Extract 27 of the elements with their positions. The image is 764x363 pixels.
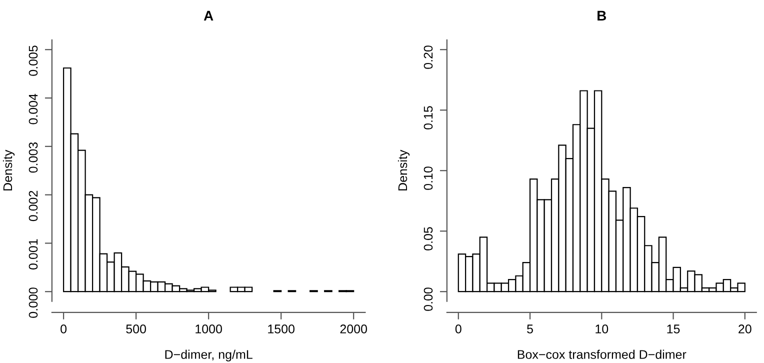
y-tick-label: 0.05 <box>424 227 433 250</box>
x-axis-title: D−dimer, ng/mL <box>165 350 252 362</box>
y-tick-label: 0.15 <box>424 106 433 130</box>
y-tick-label: 0.001 <box>28 239 38 270</box>
y-tick-label: 0.005 <box>28 46 38 76</box>
y-tick-label: 0.004 <box>28 94 38 124</box>
x-tick-label: 0 <box>455 324 462 334</box>
y-tick-label: 0.000 <box>28 288 38 318</box>
x-tick-label: 10 <box>596 324 608 334</box>
y-tick-label: 0.10 <box>424 166 433 190</box>
x-tick-label: 1500 <box>268 324 294 334</box>
y-axis-title: Density <box>398 150 410 190</box>
chart-title: A <box>204 10 214 20</box>
y-tick-label: 0.002 <box>28 190 38 222</box>
x-tick-label: 20 <box>738 324 752 334</box>
x-tick-label: 5 <box>527 324 533 334</box>
x-axis-title: Box−cox transformed D−dimer <box>518 350 686 359</box>
y-axis-title: Density <box>2 150 15 190</box>
x-tick-label: 500 <box>126 324 146 334</box>
x-tick-label: 1000 <box>196 324 222 334</box>
x-tick-label: 15 <box>667 324 680 334</box>
chart-title: B <box>598 10 606 20</box>
x-tick-label: 0 <box>60 324 67 334</box>
y-tick-label: 0.003 <box>28 142 38 173</box>
y-tick-label: 0.20 <box>424 46 433 69</box>
x-tick-label: 2000 <box>340 324 368 334</box>
y-tick-label: 0.00 <box>424 288 433 311</box>
